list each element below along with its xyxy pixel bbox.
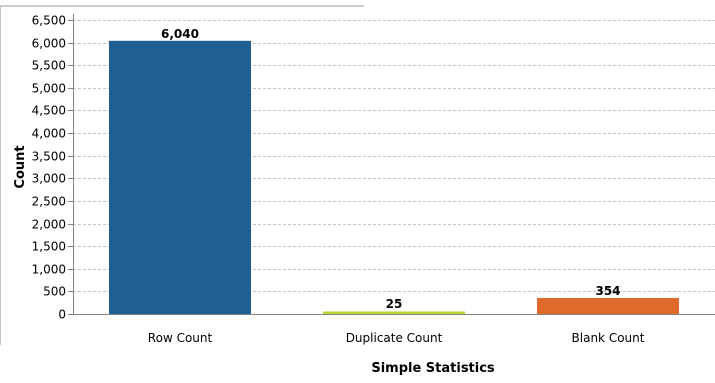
y-axis-title: Count xyxy=(13,145,28,188)
bar-value-label: 354 xyxy=(595,284,620,298)
y-tick-label: 4,500 xyxy=(32,104,66,118)
y-tick-label: 1,500 xyxy=(32,240,66,254)
y-tick-label: 2,500 xyxy=(32,195,66,209)
bars xyxy=(109,40,679,315)
bar-row-count[interactable] xyxy=(109,40,251,314)
bar-value-label: 25 xyxy=(386,297,403,311)
bar-blank-count[interactable] xyxy=(537,297,679,314)
x-category-label: Blank Count xyxy=(572,331,645,345)
y-tick-label: 3,000 xyxy=(32,172,66,186)
x-category-label: Duplicate Count xyxy=(346,331,443,345)
y-tick-label: 6,000 xyxy=(32,37,66,51)
y-tick-labels: 0 500 1,000 1,500 2,000 2,500 3,000 3,500 4,000 4… xyxy=(32,14,66,322)
value-labels: 6,040 25 354 xyxy=(161,27,621,311)
y-tick-label: 3,500 xyxy=(32,150,66,164)
bar-value-label: 6,040 xyxy=(161,27,199,41)
y-tick-label: 5,000 xyxy=(32,82,66,96)
axes xyxy=(68,14,715,315)
y-tick-label: 0 xyxy=(58,308,66,322)
y-tick-label: 500 xyxy=(43,285,66,299)
x-category-label: Row Count xyxy=(148,331,213,345)
y-tick-label: 1,000 xyxy=(32,263,66,277)
y-tick-label: 6,500 xyxy=(32,14,66,28)
y-tick-label: 4,000 xyxy=(32,127,66,141)
category-labels: Row Count Duplicate Count Blank Count xyxy=(148,331,645,345)
x-axis-title: Simple Statistics xyxy=(371,361,495,376)
y-tick-label: 2,000 xyxy=(32,218,66,232)
bar-duplicate-count[interactable] xyxy=(323,311,465,315)
y-tick-label: 5,500 xyxy=(32,59,66,73)
